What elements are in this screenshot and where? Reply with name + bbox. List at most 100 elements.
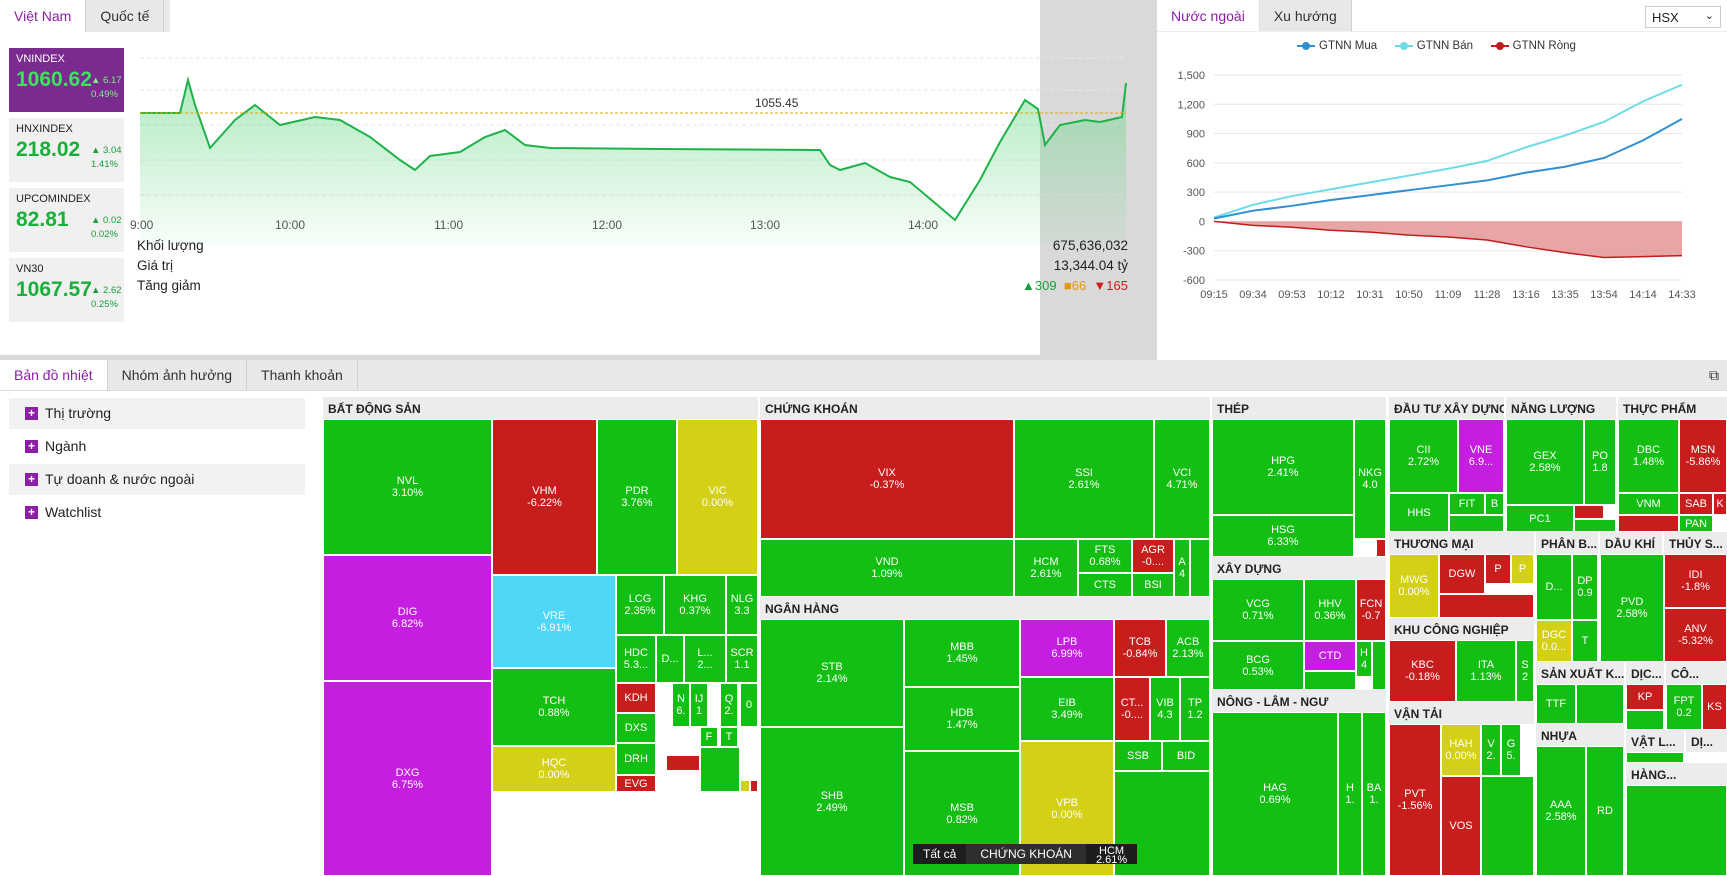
filler-tile[interactable] xyxy=(1449,515,1504,532)
stock-tile[interactable]: L... 2... xyxy=(684,635,726,683)
sector-header[interactable]: THỦY S... xyxy=(1664,532,1727,554)
stock-tile[interactable]: N 6. xyxy=(672,683,690,727)
sector-header[interactable]: HÀNG... xyxy=(1626,763,1727,785)
sector-header[interactable]: PHÂN B... xyxy=(1536,532,1598,554)
stock-tile[interactable]: CII 2.72% xyxy=(1389,419,1458,493)
sector-header[interactable]: DỊC... xyxy=(1626,662,1664,684)
legend-mua[interactable]: GTNN Mua xyxy=(1297,40,1377,52)
stock-tile[interactable]: MSN -5.86% xyxy=(1679,419,1727,493)
filler-tile[interactable] xyxy=(1618,515,1679,532)
stock-tile[interactable]: PVD 2.58% xyxy=(1600,554,1664,662)
stock-tile[interactable]: Q 2. xyxy=(720,683,738,727)
stock-tile[interactable]: PO 1.8 xyxy=(1584,419,1616,505)
stock-tile[interactable]: HSG 6.33% xyxy=(1212,515,1354,557)
stock-tile[interactable]: FIT xyxy=(1449,493,1485,515)
tab-vietnam[interactable]: Việt Nam xyxy=(0,0,87,32)
stock-tile[interactable]: TTF xyxy=(1536,684,1576,724)
filler-tile[interactable] xyxy=(1439,594,1534,618)
tab-foreign[interactable]: Nước ngoài xyxy=(1157,0,1260,31)
filter-sector[interactable]: + Ngành xyxy=(9,431,305,462)
filler-tile[interactable] xyxy=(1376,539,1386,557)
stock-tile[interactable]: SHB 2.49% xyxy=(760,727,904,876)
stock-tile[interactable]: T xyxy=(1572,620,1598,662)
stock-tile[interactable]: VCG 0.71% xyxy=(1212,579,1304,641)
stock-tile[interactable]: VIB 4.3 xyxy=(1150,677,1180,741)
stock-tile[interactable]: SCR 1.1 xyxy=(726,635,758,683)
stock-tile[interactable]: DRH xyxy=(616,743,656,775)
breadcrumb-stock[interactable]: HCM 2.61% xyxy=(1085,844,1138,866)
sector-header[interactable]: THƯƠNG MẠI xyxy=(1389,532,1534,554)
stock-tile[interactable]: IDI -1.8% xyxy=(1664,554,1727,608)
stock-tile[interactable]: PAN xyxy=(1679,515,1713,532)
stock-tile[interactable]: VCI 4.71% xyxy=(1154,419,1210,539)
sector-header[interactable]: SẢN XUẤT K... xyxy=(1536,662,1624,684)
filler-tile[interactable] xyxy=(1626,785,1727,876)
sector-header[interactable]: NÔNG - LÂM - NGƯ xyxy=(1212,690,1386,712)
stock-tile[interactable]: KDH xyxy=(616,683,656,713)
stock-tile[interactable]: T xyxy=(720,727,738,747)
filler-tile[interactable] xyxy=(1481,776,1534,876)
stock-tile[interactable]: SSI 2.61% xyxy=(1014,419,1154,539)
stock-tile[interactable]: AAA 2.58% xyxy=(1536,746,1586,876)
filter-market[interactable]: + Thị trường xyxy=(9,398,305,429)
stock-tile[interactable]: ITA 1.13% xyxy=(1456,640,1516,702)
stock-tile[interactable]: VND 1.09% xyxy=(760,539,1014,597)
filler-tile[interactable] xyxy=(1190,539,1210,597)
tab-international[interactable]: Quốc tế xyxy=(86,0,165,32)
stock-tile[interactable]: AGR -0.... xyxy=(1132,539,1174,573)
stock-tile[interactable]: D... xyxy=(656,635,684,683)
filler-tile[interactable] xyxy=(1626,710,1664,730)
sector-header[interactable]: VẬN TẢI xyxy=(1389,702,1534,724)
stock-tile[interactable]: BA 1. xyxy=(1362,712,1386,876)
index-card-upcomindex[interactable]: UPCOMINDEX 82.81 ▲ 0.02 0.02% xyxy=(9,188,124,252)
filter-proprietary-foreign[interactable]: + Tự doanh & nước ngoài xyxy=(9,464,305,495)
stock-tile[interactable]: VRE -6.91% xyxy=(492,575,616,668)
stock-tile[interactable]: MWG 0.00% xyxy=(1389,554,1439,618)
sector-header[interactable]: CÔ... xyxy=(1666,662,1727,684)
stock-tile[interactable]: ACB 2.13% xyxy=(1166,619,1210,677)
sector-header[interactable]: KHU CÔNG NGHIỆP xyxy=(1389,618,1534,640)
external-link-icon[interactable]: ⧉ xyxy=(1709,367,1719,383)
stock-tile[interactable]: MBB 1.45% xyxy=(904,619,1020,687)
stock-tile[interactable]: DBC 1.48% xyxy=(1618,419,1679,493)
stock-tile[interactable]: H 1. xyxy=(1338,712,1362,876)
filter-watchlist[interactable]: + Watchlist xyxy=(9,497,305,528)
stock-tile[interactable]: VOS xyxy=(1441,776,1481,876)
tab-heatmap[interactable]: Bản đồ nhiệt xyxy=(0,360,108,390)
sector-header[interactable]: THÉP xyxy=(1212,397,1386,419)
stock-tile[interactable]: SSB xyxy=(1114,741,1162,771)
stock-tile[interactable]: PC1 xyxy=(1506,505,1574,532)
stock-tile[interactable]: FCN -0.7 xyxy=(1356,579,1386,641)
stock-tile[interactable]: HDB 1.47% xyxy=(904,687,1020,751)
stock-tile[interactable]: BID xyxy=(1162,741,1210,771)
sector-header[interactable]: XÂY DỰNG xyxy=(1212,557,1386,579)
stock-tile[interactable]: NVL 3.10% xyxy=(323,419,492,555)
stock-tile[interactable]: FTS 0.68% xyxy=(1078,539,1132,573)
stock-tile[interactable]: ANV -5.32% xyxy=(1664,608,1727,662)
stock-tile[interactable]: P xyxy=(1511,554,1534,584)
stock-tile[interactable]: CTD xyxy=(1304,641,1356,671)
filler-tile[interactable] xyxy=(1372,641,1386,690)
filler-tile[interactable] xyxy=(1626,752,1684,763)
breadcrumb-sector[interactable]: CHỨNG KHOÁN xyxy=(966,844,1086,864)
stock-tile[interactable]: RD xyxy=(1586,746,1624,876)
filler-tile[interactable] xyxy=(700,747,740,792)
stock-tile[interactable]: KBC -0.18% xyxy=(1389,640,1456,702)
stock-tile[interactable]: G 5. xyxy=(1501,724,1521,776)
stock-tile[interactable]: DGC 0.0... xyxy=(1536,620,1572,662)
stock-tile[interactable]: CT... -0.... xyxy=(1114,677,1150,741)
stock-tile[interactable]: DXS xyxy=(616,713,656,743)
sector-header[interactable]: BẤT ĐỘNG SẢN xyxy=(323,397,758,419)
stock-tile[interactable]: VIC 0.00% xyxy=(677,419,758,575)
filler-tile[interactable] xyxy=(740,780,750,792)
stock-tile[interactable]: DP 0.9 xyxy=(1572,554,1598,620)
stock-tile[interactable]: SAB xyxy=(1679,493,1713,515)
stock-tile[interactable]: CTS xyxy=(1078,573,1132,597)
stock-tile[interactable]: LPB 6.99% xyxy=(1020,619,1114,677)
sector-header[interactable]: NĂNG LƯỢNG xyxy=(1506,397,1616,419)
stock-tile[interactable]: LCG 2.35% xyxy=(616,575,664,635)
stock-tile[interactable]: DGW xyxy=(1439,554,1485,594)
stock-tile[interactable]: VNE 6.9... xyxy=(1458,419,1504,493)
tab-liquidity[interactable]: Thanh khoản xyxy=(247,360,358,390)
stock-tile[interactable]: BCG 0.53% xyxy=(1212,641,1304,690)
